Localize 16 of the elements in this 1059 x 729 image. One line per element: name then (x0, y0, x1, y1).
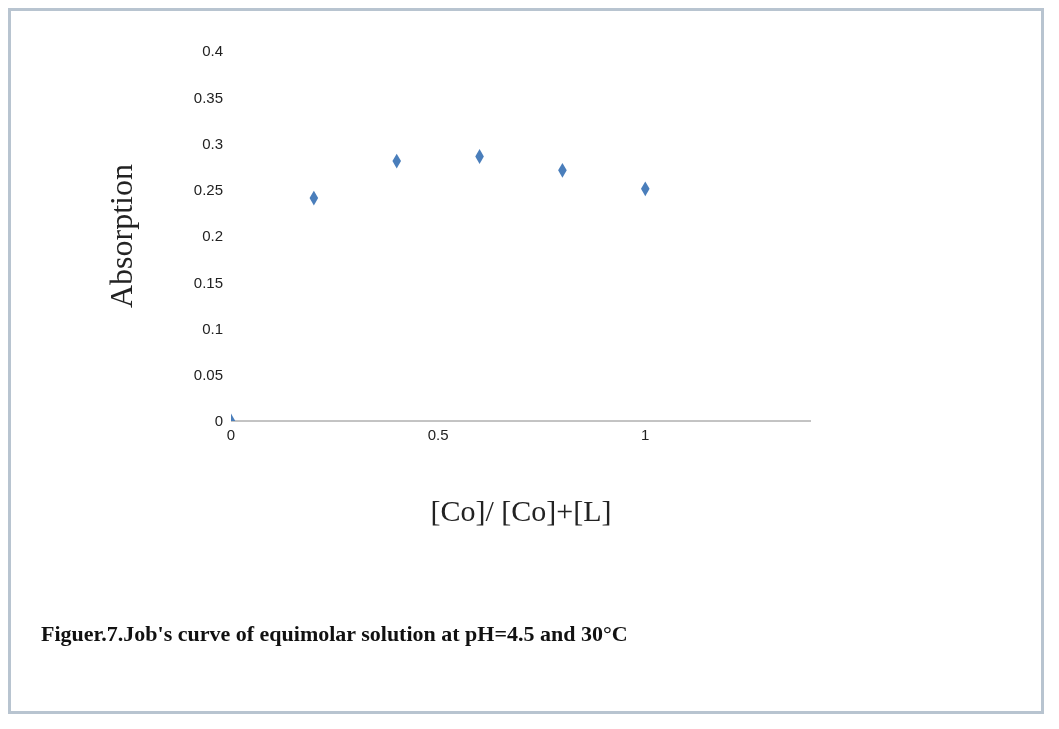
text: Figuer.7.Job's curve of equimolar solution at pH=4.5 and 30°C (41, 621, 628, 647)
y-tick-label: 0.25 (193, 181, 223, 199)
y-axis-title: Absorption (103, 164, 140, 308)
y-tick-label: 0.2 (202, 227, 223, 245)
y-tick-label: 0.4 (202, 42, 223, 60)
x-tick-label: 1 (641, 425, 650, 443)
x-tick-label: 0 (226, 425, 236, 443)
frame: 0 0.5 1 [Co]/ [Co]+[L] 0 0.05 0.1 0.15 0.2 0.25 0.3 0.35 0.4 Absorption Figuer.7.Job's curve of equimolar solution at pH=4.5 and 30°C (8, 8, 1044, 714)
x-tick-label: 0.5 (427, 425, 449, 443)
y-tick-label: 0.1 (202, 319, 223, 337)
y-tick-label: 0.35 (193, 88, 223, 106)
y-tick-label: 0.05 (193, 366, 223, 384)
y-tick-label: 0.15 (193, 273, 223, 291)
x-axis-title: [Co]/ [Co]+[L] (430, 494, 612, 527)
y-tick-label: 0.3 (202, 134, 223, 152)
y-tick-label: 0 (214, 412, 223, 430)
